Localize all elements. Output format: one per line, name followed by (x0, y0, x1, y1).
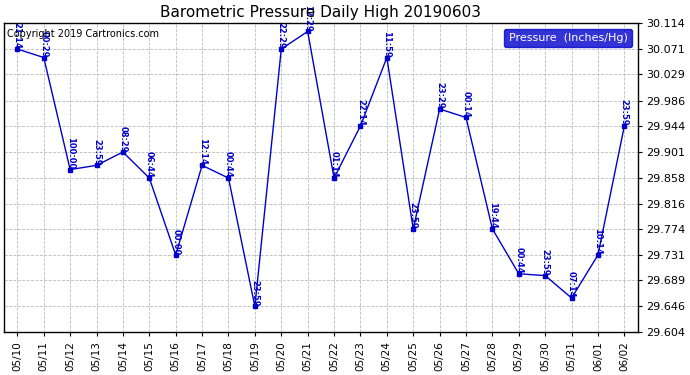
Pressure  (Inches/Hg) (462, 115, 470, 120)
Text: 23:59: 23:59 (408, 202, 417, 229)
Title: Barometric Pressure Daily High 20190603: Barometric Pressure Daily High 20190603 (160, 5, 482, 20)
Pressure  (Inches/Hg) (330, 176, 338, 180)
Text: 00:44: 00:44 (224, 152, 233, 178)
Text: 23:59: 23:59 (250, 280, 259, 306)
Pressure  (Inches/Hg) (620, 124, 629, 128)
Legend: Pressure  (Inches/Hg): Pressure (Inches/Hg) (504, 28, 632, 47)
Text: 22:29: 22:29 (277, 22, 286, 49)
Text: 19:44: 19:44 (488, 202, 497, 229)
Pressure  (Inches/Hg) (489, 227, 497, 231)
Pressure  (Inches/Hg) (250, 304, 259, 309)
Text: 12:29: 12:29 (303, 5, 312, 32)
Pressure  (Inches/Hg) (92, 163, 101, 168)
Pressure  (Inches/Hg) (594, 253, 602, 257)
Text: 10:14: 10:14 (593, 228, 602, 255)
Pressure  (Inches/Hg) (66, 167, 75, 172)
Text: 23:29: 23:29 (435, 82, 444, 109)
Text: 00:14: 00:14 (462, 91, 471, 117)
Line: Pressure  (Inches/Hg): Pressure (Inches/Hg) (15, 29, 627, 309)
Pressure  (Inches/Hg) (198, 163, 206, 168)
Text: 21:14: 21:14 (13, 22, 22, 49)
Pressure  (Inches/Hg) (304, 29, 312, 34)
Pressure  (Inches/Hg) (567, 296, 575, 300)
Text: 12:14: 12:14 (197, 138, 206, 165)
Text: 07:14: 07:14 (567, 272, 576, 298)
Text: 11:59: 11:59 (382, 31, 391, 57)
Text: 100:00: 100:00 (66, 137, 75, 170)
Pressure  (Inches/Hg) (39, 55, 48, 60)
Text: 08:29: 08:29 (119, 126, 128, 152)
Text: 06:44: 06:44 (145, 152, 154, 178)
Pressure  (Inches/Hg) (409, 227, 417, 231)
Text: 23:59: 23:59 (541, 249, 550, 276)
Pressure  (Inches/Hg) (515, 272, 523, 276)
Pressure  (Inches/Hg) (224, 176, 233, 180)
Pressure  (Inches/Hg) (13, 47, 21, 51)
Text: 23:59: 23:59 (620, 99, 629, 126)
Pressure  (Inches/Hg) (541, 273, 549, 278)
Text: 23:59: 23:59 (92, 139, 101, 165)
Text: Copyright 2019 Cartronics.com: Copyright 2019 Cartronics.com (8, 29, 159, 39)
Pressure  (Inches/Hg) (145, 176, 153, 180)
Text: 00:44: 00:44 (514, 247, 523, 274)
Pressure  (Inches/Hg) (383, 55, 391, 60)
Text: 00:00: 00:00 (171, 229, 180, 255)
Pressure  (Inches/Hg) (119, 150, 127, 154)
Pressure  (Inches/Hg) (277, 47, 286, 51)
Text: 00:29: 00:29 (39, 31, 48, 57)
Pressure  (Inches/Hg) (435, 107, 444, 111)
Pressure  (Inches/Hg) (172, 253, 180, 257)
Text: 22:14: 22:14 (356, 99, 365, 126)
Text: 01:14: 01:14 (330, 152, 339, 178)
Pressure  (Inches/Hg) (356, 124, 364, 128)
